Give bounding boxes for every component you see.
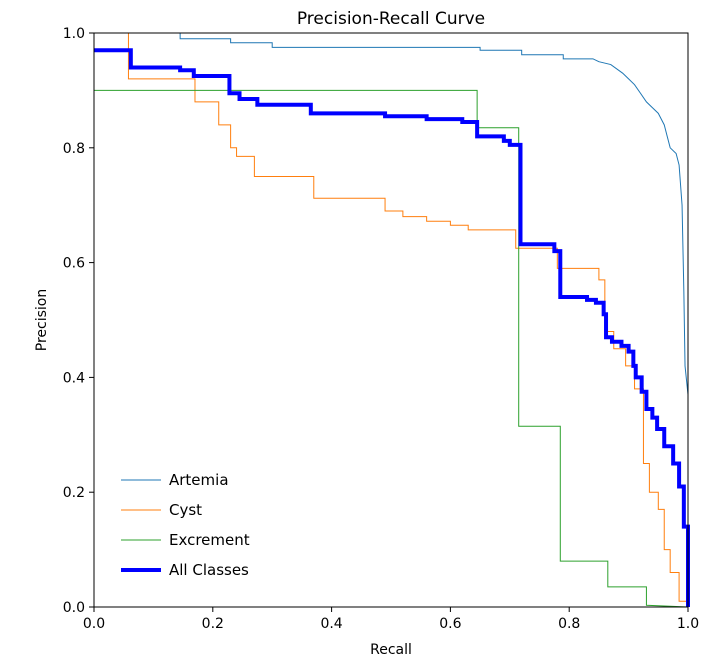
y-axis: 0.0 0.2 0.4 0.6 0.8 1.0	[63, 26, 94, 616]
series-group	[94, 32, 690, 608]
chart-title: Precision-Recall Curve	[297, 9, 485, 29]
series-line-all-classes	[94, 48, 690, 607]
x-axis-title: Recall	[370, 642, 412, 658]
plot-area	[94, 32, 690, 608]
x-axis: 0.0 0.2 0.4 0.6 0.8 1.0	[83, 607, 699, 632]
y-tick-label: 1.0	[63, 26, 85, 42]
series-line-artemia	[94, 32, 689, 607]
x-tick-label: 0.2	[202, 616, 224, 632]
x-tick-label: 0.0	[83, 616, 105, 632]
y-tick-label: 0.4	[63, 370, 85, 386]
legend-label: Artemia	[169, 471, 229, 489]
plot-frame	[93, 32, 689, 608]
x-tick-label: 0.8	[558, 616, 580, 632]
legend-label: Excrement	[169, 531, 250, 549]
y-tick-label: 0.2	[63, 485, 85, 501]
x-tick-label: 0.4	[320, 616, 342, 632]
legend-label: Cyst	[169, 501, 202, 519]
x-tick-label: 1.0	[677, 616, 699, 632]
y-tick-label: 0.0	[63, 600, 85, 616]
y-tick-label: 0.8	[63, 141, 85, 157]
y-axis-title: Precision	[34, 289, 50, 351]
legend-label: All Classes	[169, 561, 249, 579]
y-tick-label: 0.6	[63, 256, 85, 272]
legend: Artemia Cyst Excrement All Classes	[121, 471, 250, 579]
series-line-cyst	[94, 32, 689, 607]
series-line-excrement	[94, 89, 689, 608]
x-tick-label: 0.6	[439, 616, 461, 632]
